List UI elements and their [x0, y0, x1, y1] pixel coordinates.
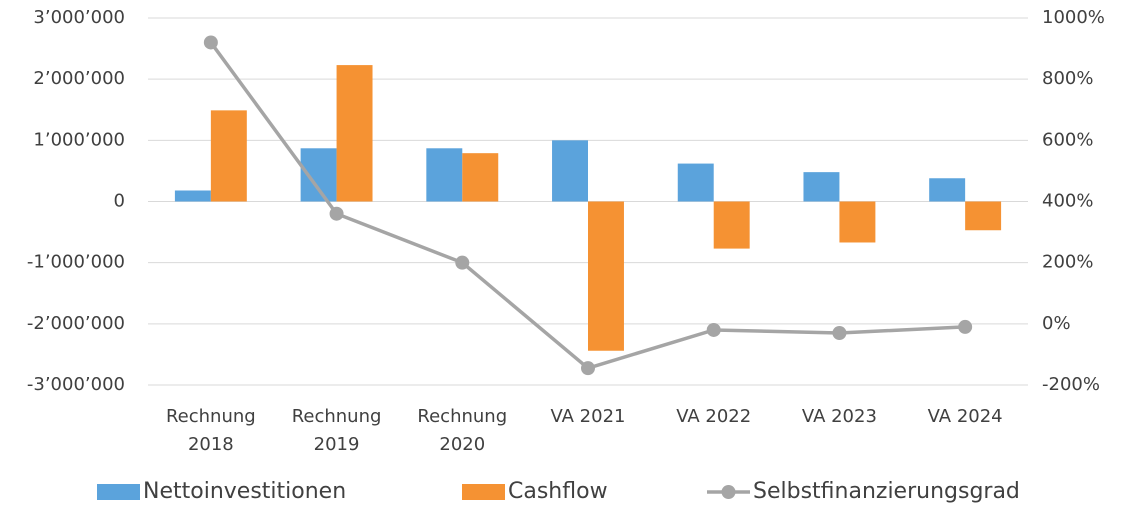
bar [174, 190, 211, 202]
line-marker [203, 35, 218, 50]
bar [210, 110, 247, 202]
x-tick-label: Rechnung 2018 [165, 406, 256, 455]
legend-label: Nettoinvestitionen [143, 479, 346, 504]
bar [803, 172, 840, 202]
bar [552, 140, 588, 202]
y-tick-label: 3’000’000 [33, 7, 125, 28]
x-tick-label: VA 2024 [927, 406, 1003, 427]
y2-tick-label: 800% [1042, 68, 1093, 89]
x-tick-label: VA 2023 [801, 406, 877, 427]
line-marker [329, 206, 344, 221]
line-marker [832, 326, 847, 341]
legend-swatch [97, 484, 140, 500]
x-tick-label: Rechnung 2020 [417, 406, 508, 455]
y2-tick-label: -200% [1042, 374, 1100, 395]
bar [588, 201, 624, 351]
line-marker [455, 255, 470, 270]
legend-swatch [462, 484, 505, 500]
bar [336, 65, 373, 202]
x-tick-label: Rechnung 2019 [291, 406, 382, 455]
bar [713, 201, 750, 249]
y2-tick-label: 0% [1042, 313, 1071, 334]
y2-tick-label: 1000% [1042, 7, 1105, 28]
x-tick-label: VA 2022 [676, 406, 752, 427]
y2-tick-label: 200% [1042, 252, 1093, 273]
bar [462, 153, 499, 202]
legend-swatch [721, 485, 736, 499]
bar [929, 178, 966, 202]
y-tick-label: 0 [114, 191, 125, 212]
y-tick-label: -1’000’000 [27, 252, 125, 273]
line-marker [581, 361, 595, 376]
y-tick-label: -2’000’000 [27, 313, 125, 334]
bar [965, 201, 1002, 231]
y-tick-label: -3’000’000 [27, 374, 125, 395]
x-tick-label: VA 2021 [550, 406, 626, 427]
line-marker [706, 322, 721, 337]
bar [426, 148, 463, 202]
line-marker [958, 319, 973, 334]
y2-tick-label: 400% [1042, 191, 1093, 212]
legend-label: Cashflow [508, 479, 608, 504]
y2-tick-label: 600% [1042, 129, 1093, 150]
legend-label: Selbstfinanzierungsgrad [753, 479, 1020, 504]
bar [839, 201, 876, 243]
y-tick-label: 2’000’000 [33, 68, 125, 89]
y-tick-label: 1’000’000 [33, 129, 125, 150]
bar [677, 163, 714, 202]
